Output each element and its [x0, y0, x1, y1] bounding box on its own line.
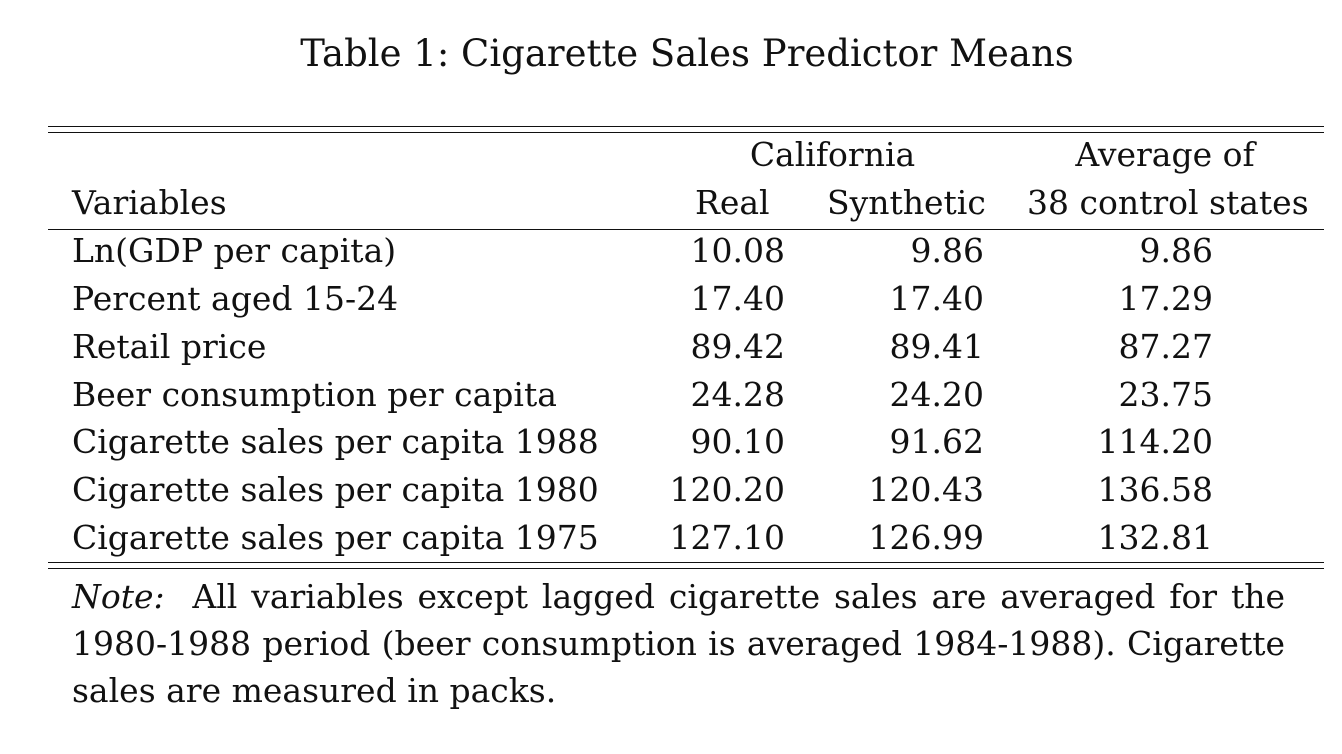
row-label: Beer consumption per capita: [72, 375, 557, 414]
cell-average: 132.81: [1097, 518, 1213, 557]
header-rule: [48, 229, 1324, 230]
cell-synthetic: 9.86: [910, 231, 984, 270]
cell-real: 127.10: [669, 518, 785, 557]
row-label: Ln(GDP per capita): [72, 231, 397, 270]
cell-synthetic: 17.40: [889, 279, 984, 318]
cell-average: 136.58: [1097, 470, 1213, 509]
header-average-line2: 38 control states: [1027, 183, 1309, 222]
cell-synthetic: 89.41: [889, 327, 984, 366]
cell-average: 17.29: [1118, 279, 1213, 318]
cell-real: 90.10: [690, 422, 785, 461]
cell-average: 23.75: [1118, 375, 1213, 414]
note-label: Note:: [72, 577, 165, 616]
cell-average: 9.86: [1139, 231, 1213, 270]
cell-real: 24.28: [690, 375, 785, 414]
cell-synthetic: 126.99: [868, 518, 984, 557]
header-average-line1: Average of: [1075, 135, 1255, 174]
note-text: All variables except lagged cigarette sa…: [72, 577, 1285, 710]
cell-real: 89.42: [690, 327, 785, 366]
header-real: Real: [695, 183, 770, 222]
table-caption: Table 1: Cigarette Sales Predictor Means: [300, 32, 1074, 75]
cell-real: 17.40: [690, 279, 785, 318]
bottom-rule-inner: [48, 562, 1324, 563]
header-group-california: California: [749, 135, 916, 174]
cell-real: 10.08: [690, 231, 785, 270]
cell-average: 114.20: [1097, 422, 1213, 461]
row-label: Cigarette sales per capita 1988: [72, 422, 599, 461]
bottom-rule-outer: [48, 568, 1324, 569]
header-variables: Variables: [72, 183, 227, 222]
row-label: Cigarette sales per capita 1980: [72, 470, 599, 509]
row-label: Retail price: [72, 327, 267, 366]
cell-synthetic: 91.62: [889, 422, 984, 461]
row-label: Cigarette sales per capita 1975: [72, 518, 599, 557]
cell-synthetic: 120.43: [868, 470, 984, 509]
top-rule-inner: [48, 132, 1324, 133]
row-label: Percent aged 15-24: [72, 279, 399, 318]
cell-synthetic: 24.20: [889, 375, 984, 414]
table-note: Note: All variables except lagged cigare…: [72, 573, 1285, 714]
top-rule-outer: [48, 126, 1324, 127]
cell-average: 87.27: [1118, 327, 1213, 366]
cell-real: 120.20: [669, 470, 785, 509]
header-synthetic: Synthetic: [827, 183, 986, 222]
